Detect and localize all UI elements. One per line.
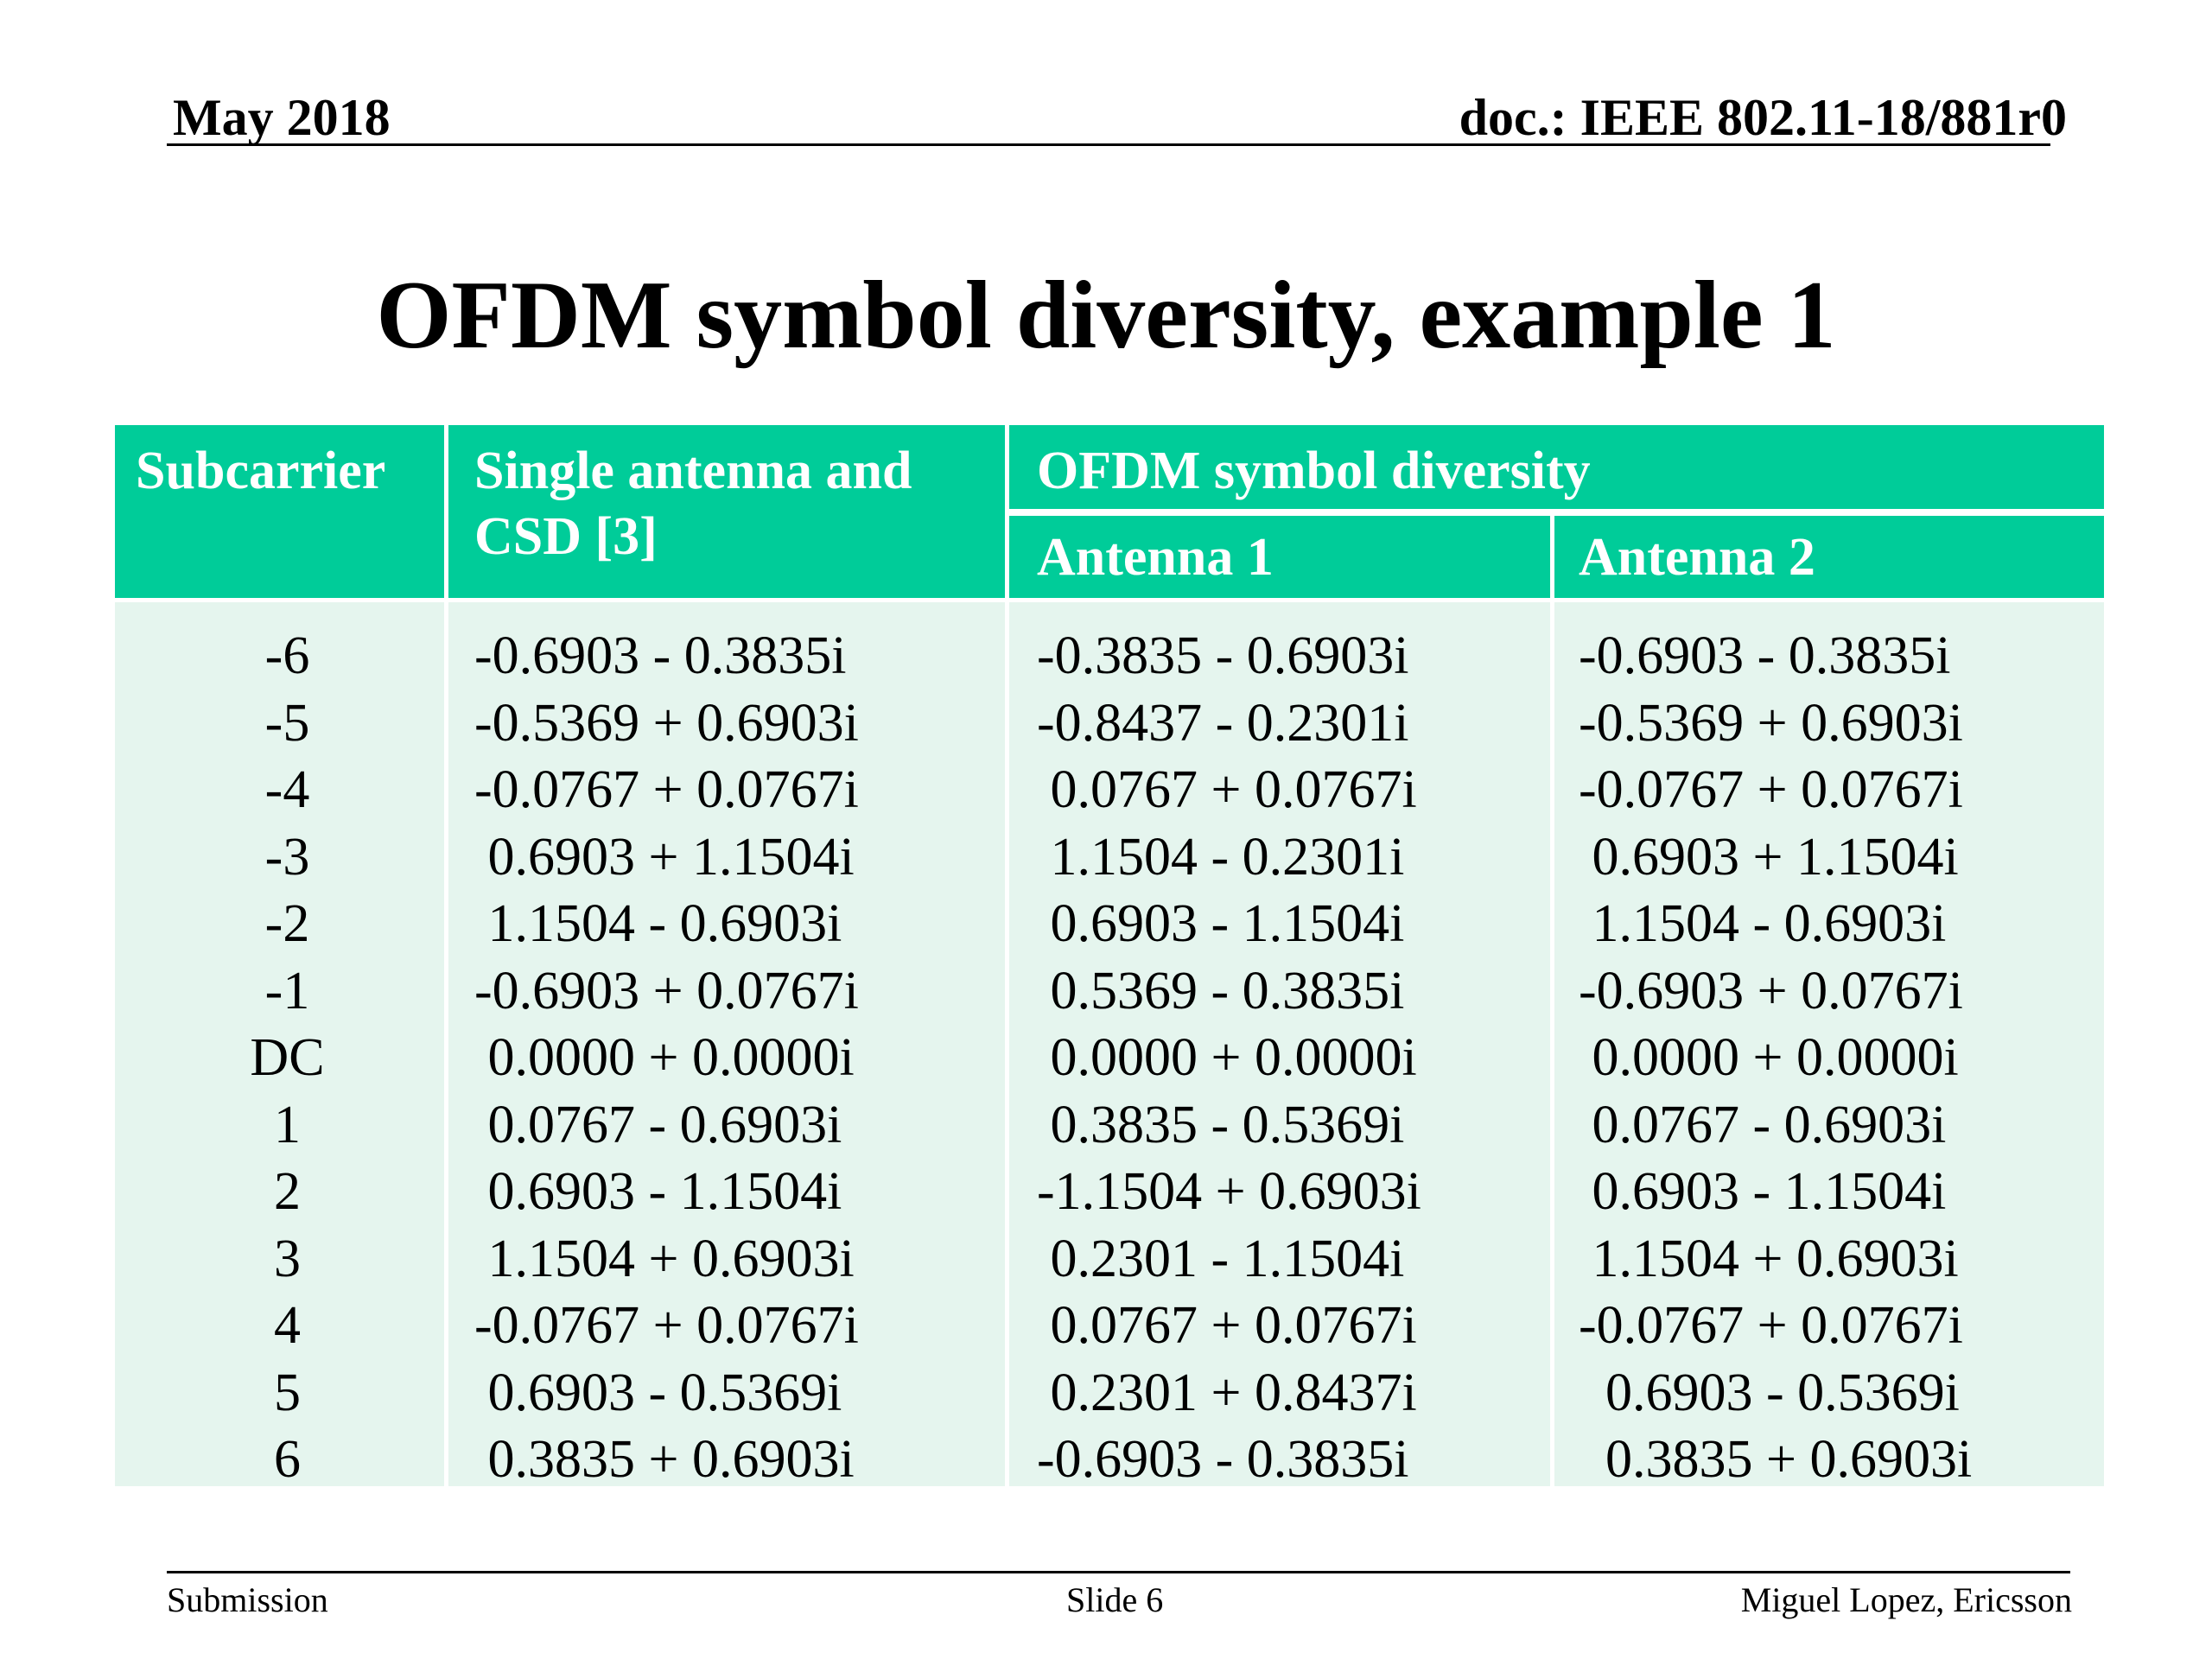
antenna-1-cell: -0.3835 - 0.6903i [1037, 626, 1409, 685]
single-antenna-cell: 0.6903 - 1.1504i [474, 1162, 842, 1221]
single-antenna-cell: 0.0767 - 0.6903i [474, 1095, 842, 1154]
header-single-antenna-line2: CSD [3] [474, 507, 658, 566]
header-ofdm-diversity: OFDM symbol diversity [1009, 425, 2104, 509]
header-antenna-1-label: Antenna 1 [1037, 528, 1274, 587]
antenna-1-cell: 0.2301 + 0.8437i [1037, 1363, 1417, 1422]
footer-slide-number: Slide 6 [1066, 1580, 1164, 1619]
antenna-2-cell: -0.5369 + 0.6903i [1579, 693, 1963, 753]
header-doc-id: doc.: IEEE 802.11-18/881r0 [1459, 89, 2067, 146]
antenna-2-cell: 0.3835 + 0.6903i [1579, 1430, 1973, 1489]
antenna-1-cell: 0.5369 - 0.3835i [1037, 961, 1405, 1020]
antenna-1-cell: 1.1504 - 0.2301i [1037, 827, 1405, 887]
single-antenna-cell: 0.6903 - 0.5369i [474, 1363, 842, 1422]
diversity-table: Subcarrier Single antenna and CSD [3] OF… [115, 425, 2104, 1489]
antenna-1-cell: 0.2301 - 1.1504i [1037, 1229, 1405, 1288]
single-antenna-cell: -0.0767 + 0.0767i [474, 1296, 859, 1355]
antenna-2-cell: 1.1504 - 0.6903i [1579, 894, 1947, 953]
header-antenna-2-label: Antenna 2 [1579, 528, 1815, 587]
antenna-2-cell: 0.0000 + 0.0000i [1579, 1028, 1959, 1087]
antenna-1-cell: 0.0767 + 0.0767i [1037, 760, 1417, 819]
footer-submission: Submission [167, 1580, 328, 1619]
subcarrier-cell: -2 [264, 894, 310, 953]
header-date: May 2018 [173, 89, 391, 146]
header-subcarrier-label: Subcarrier [136, 442, 386, 500]
single-antenna-cell: 1.1504 + 0.6903i [474, 1229, 855, 1288]
single-antenna-cell: -0.6903 - 0.3835i [474, 626, 847, 685]
header-ofdm-diversity-label: OFDM symbol diversity [1037, 442, 1591, 500]
subcarrier-cell: -1 [264, 961, 310, 1020]
single-antenna-cell: -0.5369 + 0.6903i [474, 693, 859, 753]
column-single-antenna: -0.6903 - 0.3835i -0.5369 + 0.6903i -0.0… [448, 602, 1005, 1489]
subcarrier-cell: -5 [264, 693, 310, 753]
subcarrier-cell: 6 [274, 1430, 301, 1489]
antenna-2-cell: 0.6903 - 0.5369i [1579, 1363, 1960, 1422]
subcarrier-cell: DC [250, 1028, 325, 1087]
antenna-1-cell: 0.0000 + 0.0000i [1037, 1028, 1417, 1087]
antenna-2-cell: -0.6903 + 0.0767i [1579, 961, 1963, 1020]
slide-title: OFDM symbol diversity, example 1 [376, 262, 1836, 369]
single-antenna-cell: 0.0000 + 0.0000i [474, 1028, 855, 1087]
header-rule [167, 143, 2050, 146]
antenna-1-cell: 0.3835 - 0.5369i [1037, 1095, 1405, 1154]
subcarrier-cell: -3 [264, 827, 310, 887]
single-antenna-cell: 0.6903 + 1.1504i [474, 827, 855, 887]
subcarrier-cell: -6 [264, 626, 310, 685]
subcarrier-cell: 1 [274, 1095, 301, 1154]
antenna-2-cell: -0.0767 + 0.0767i [1579, 760, 1963, 819]
column-antenna-1: -0.3835 - 0.6903i -0.8437 - 0.2301i 0.07… [1009, 602, 1550, 1489]
header-antenna-1: Antenna 1 [1009, 516, 1550, 598]
antenna-2-cell: 1.1504 + 0.6903i [1579, 1229, 1959, 1288]
antenna-2-cell: -0.0767 + 0.0767i [1579, 1296, 1963, 1355]
antenna-1-cell: 0.0767 + 0.0767i [1037, 1296, 1417, 1355]
column-subcarrier: -6 -5 -4 -3 -2 -1 DC 1 2 3 4 5 6 [115, 602, 444, 1489]
header-subcarrier: Subcarrier [115, 425, 444, 598]
column-antenna-2: -0.6903 - 0.3835i -0.5369 + 0.6903i -0.0… [1554, 602, 2104, 1489]
antenna-1-cell: -1.1504 + 0.6903i [1037, 1162, 1421, 1221]
header-single-antenna: Single antenna and CSD [3] [448, 425, 1005, 598]
header-antenna-2: Antenna 2 [1554, 516, 2104, 598]
single-antenna-cell: -0.6903 + 0.0767i [474, 961, 859, 1020]
subcarrier-cell: 4 [274, 1296, 301, 1355]
subcarrier-cell: 3 [274, 1229, 301, 1288]
antenna-1-cell: -0.6903 - 0.3835i [1037, 1430, 1409, 1489]
antenna-2-cell: 0.6903 + 1.1504i [1579, 827, 1959, 887]
single-antenna-cell: 0.3835 + 0.6903i [474, 1430, 855, 1489]
subcarrier-cell: -4 [264, 760, 310, 819]
antenna-2-cell: -0.6903 - 0.3835i [1579, 626, 1951, 685]
single-antenna-cell: -0.0767 + 0.0767i [474, 760, 859, 819]
antenna-1-cell: -0.8437 - 0.2301i [1037, 693, 1409, 753]
antenna-2-cell: 0.0767 - 0.6903i [1579, 1095, 1947, 1154]
footer-rule [167, 1571, 2070, 1573]
subcarrier-cell: 5 [274, 1363, 301, 1422]
single-antenna-cell: 1.1504 - 0.6903i [474, 894, 842, 953]
footer-author: Miguel Lopez, Ericsson [1740, 1580, 2072, 1619]
subcarrier-cell: 2 [274, 1162, 301, 1221]
header-single-antenna-line1: Single antenna and [474, 442, 912, 500]
antenna-1-cell: 0.6903 - 1.1504i [1037, 894, 1405, 953]
antenna-2-cell: 0.6903 - 1.1504i [1579, 1162, 1947, 1221]
